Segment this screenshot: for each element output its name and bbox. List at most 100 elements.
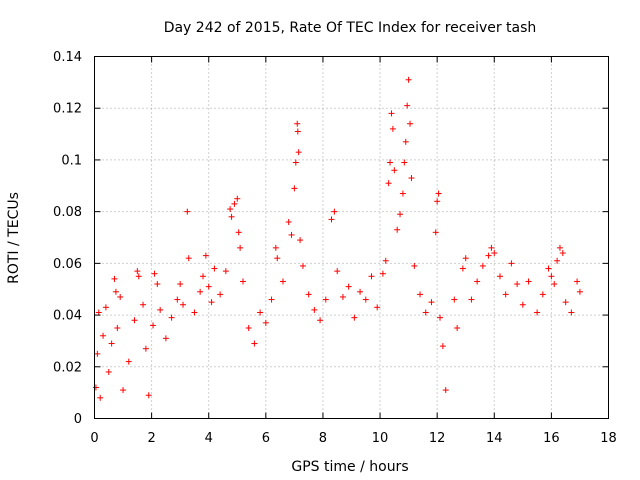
data-point xyxy=(94,350,101,357)
data-point xyxy=(437,314,444,321)
data-point xyxy=(474,278,481,285)
data-point xyxy=(488,244,495,251)
data-point xyxy=(295,149,302,156)
data-point xyxy=(454,325,461,331)
data-point xyxy=(422,309,429,316)
data-point xyxy=(508,260,515,267)
x-axis-label: GPS time / hours xyxy=(291,459,408,475)
data-point xyxy=(274,255,281,262)
data-point xyxy=(105,368,112,375)
data-point xyxy=(125,358,132,365)
data-point xyxy=(168,314,175,321)
data-point xyxy=(556,244,563,251)
data-point xyxy=(208,299,215,306)
data-point xyxy=(411,262,418,269)
y-tick-label: 0.02 xyxy=(53,360,82,375)
x-tick-label: 0 xyxy=(90,431,98,446)
data-point xyxy=(272,244,279,251)
data-point xyxy=(227,206,234,213)
data-point xyxy=(394,226,401,233)
data-point xyxy=(468,296,475,303)
data-point xyxy=(97,394,104,401)
data-point xyxy=(245,325,252,331)
data-point xyxy=(496,273,503,280)
data-point xyxy=(374,304,381,311)
y-axis-label: ROTI / TECUs xyxy=(6,192,22,284)
data-point xyxy=(534,309,541,316)
data-point xyxy=(562,299,569,306)
data-point xyxy=(140,301,147,308)
x-tick-label: 18 xyxy=(600,431,617,446)
y-tick-label: 0.06 xyxy=(53,257,82,272)
data-point xyxy=(135,273,142,280)
data-point xyxy=(185,255,192,262)
data-point xyxy=(142,345,149,352)
data-point xyxy=(162,335,169,342)
data-point xyxy=(174,296,181,303)
x-tick-label: 8 xyxy=(319,431,327,446)
data-point xyxy=(288,231,295,238)
chart-title: Day 242 of 2015, Rate Of TEC Index for r… xyxy=(164,20,537,36)
data-point xyxy=(391,167,398,174)
data-point xyxy=(184,208,191,215)
x-tick-label: 10 xyxy=(372,431,389,446)
data-point xyxy=(217,291,224,298)
y-tick-label: 0.12 xyxy=(53,102,82,117)
x-tick-label: 12 xyxy=(429,431,446,446)
data-point xyxy=(345,283,352,290)
data-point xyxy=(502,291,509,298)
data-point xyxy=(134,268,141,275)
data-point xyxy=(285,218,292,225)
data-point xyxy=(157,306,164,313)
data-point xyxy=(114,325,121,331)
data-point xyxy=(202,252,209,259)
y-tick-label: 0.04 xyxy=(53,309,82,324)
data-point xyxy=(234,195,241,202)
data-point xyxy=(401,159,408,166)
data-point xyxy=(100,332,107,339)
data-point xyxy=(334,268,341,275)
data-point xyxy=(551,281,558,288)
data-point xyxy=(228,213,235,220)
data-point xyxy=(559,250,566,257)
data-point xyxy=(294,128,301,135)
data-point xyxy=(459,265,466,272)
data-point xyxy=(117,293,124,300)
data-point xyxy=(576,288,583,295)
data-point xyxy=(451,296,458,303)
data-point xyxy=(131,317,138,324)
data-point xyxy=(331,208,338,215)
data-point xyxy=(485,252,492,259)
data-point xyxy=(177,281,184,288)
data-point xyxy=(108,340,115,347)
data-point xyxy=(222,268,229,275)
y-tick-label: 0.14 xyxy=(53,50,82,65)
data-point xyxy=(399,190,406,197)
data-point xyxy=(432,229,439,236)
data-point xyxy=(95,309,102,316)
ticks: 0 2 4 6 8 10 12 14 16 18 0 0.02 0.04 0.06 0.08 0.1 0.12 0… xyxy=(53,50,617,446)
data-point xyxy=(462,255,469,262)
data-point xyxy=(439,343,446,350)
data-point xyxy=(405,76,412,83)
x-tick-label: 4 xyxy=(205,431,213,446)
data-point xyxy=(417,291,424,298)
data-point xyxy=(317,317,324,324)
data-point xyxy=(299,262,306,269)
data-point xyxy=(150,322,157,329)
plot-frame xyxy=(94,56,609,419)
data-point xyxy=(262,319,269,326)
data-point xyxy=(382,257,389,264)
data-point xyxy=(479,262,486,269)
data-point xyxy=(368,273,375,280)
x-tick-label: 14 xyxy=(486,431,503,446)
data-point xyxy=(545,265,552,272)
data-point xyxy=(357,288,364,295)
data-point xyxy=(239,278,246,285)
data-point xyxy=(268,296,275,303)
data-point xyxy=(297,237,304,244)
data-point xyxy=(539,291,546,298)
data-point xyxy=(102,304,109,311)
data-point xyxy=(525,278,532,285)
data-point xyxy=(292,159,299,166)
